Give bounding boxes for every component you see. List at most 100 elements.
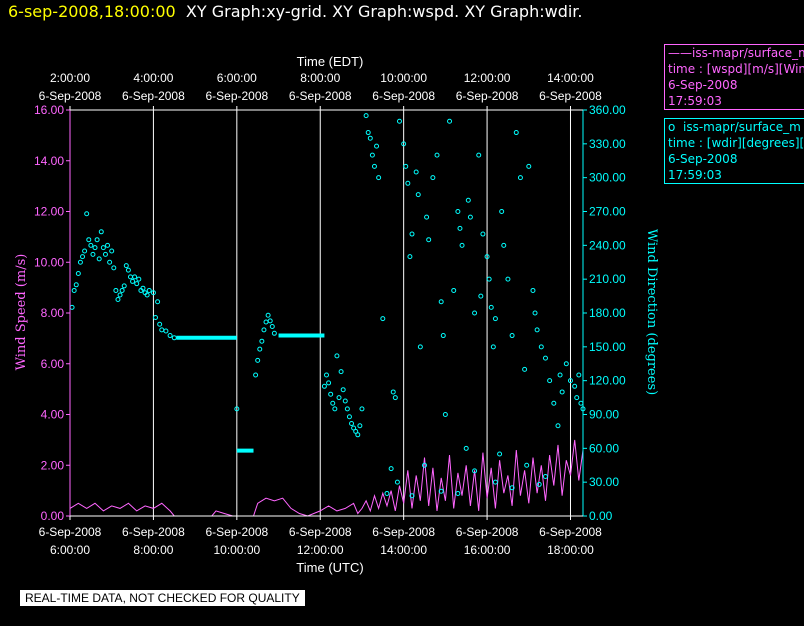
right-tick-label: 30.00: [589, 475, 619, 489]
wdir-point: [132, 274, 138, 280]
wdir-point: [578, 400, 584, 406]
wdir-point: [338, 369, 344, 375]
wdir-point: [476, 152, 482, 158]
header-timestamp: 6-sep-2008,18:00:00: [8, 2, 176, 21]
wdir-point: [422, 462, 428, 468]
wdir-point: [559, 389, 565, 395]
wdir-point: [388, 466, 394, 472]
right-tick-label: 300.00: [589, 171, 626, 185]
left-tick-label: 16.00: [34, 103, 64, 117]
wdir-point: [253, 372, 259, 378]
wdir-point: [488, 304, 494, 310]
wdir-point: [534, 327, 540, 333]
left-tick-label: 0.00: [41, 509, 65, 523]
bottom-tick-date: 6-Sep-2008: [289, 525, 352, 539]
wdir-point: [455, 209, 461, 214]
top-tick-time: 8:00:00: [300, 71, 340, 85]
wdir-point: [265, 312, 271, 318]
wdir-point: [255, 357, 261, 363]
wdir-point: [447, 118, 453, 124]
wdir-point: [413, 169, 419, 175]
wdir-point: [121, 283, 127, 289]
wdir-point: [167, 333, 173, 339]
wdir-point: [424, 214, 430, 220]
wdir-point: [407, 254, 413, 260]
wdir-point: [340, 387, 346, 393]
bottom-tick-time: 16:00:00: [464, 543, 511, 557]
legend-wdir-field: time : [wdir][degrees][W: [668, 136, 804, 150]
wdir-point: [159, 327, 165, 333]
wdir-point: [369, 152, 375, 158]
wdir-point: [334, 353, 340, 359]
legend-wspd-field: time : [wspd][m/s][Wind: [668, 62, 804, 76]
top-tick-date: 6-Sep-2008: [456, 89, 519, 103]
legend-wspd-date: 6-Sep-2008: [668, 78, 738, 92]
wdir-point: [105, 242, 111, 248]
wdir-point: [271, 330, 277, 336]
wdir-point: [486, 276, 492, 282]
legend-wspd-time: 17:59:03: [668, 94, 722, 108]
wdir-point: [459, 242, 465, 248]
wdir-point: [492, 479, 498, 485]
bottom-tick-time: 6:00:00: [50, 543, 90, 557]
marks: [69, 113, 586, 517]
right-tick-label: 90.00: [589, 408, 619, 422]
wdir-point: [234, 406, 240, 412]
wdir-point: [371, 163, 377, 169]
wdir-point: [490, 344, 496, 350]
wdir-point: [396, 118, 402, 124]
wdir-point: [359, 406, 365, 412]
header-graph-list: XY Graph:xy-grid. XY Graph:wspd. XY Grap…: [185, 2, 583, 21]
wdir-point: [107, 259, 113, 265]
wdir-point: [405, 180, 411, 186]
wdir-point: [538, 344, 544, 350]
wdir-point: [84, 211, 90, 217]
top-tick-time: 12:00:00: [464, 71, 511, 85]
wdir-point: [130, 278, 136, 284]
bottom-tick-date: 6-Sep-2008: [205, 525, 268, 539]
wdir-point: [465, 197, 471, 203]
wdir-point: [88, 242, 94, 248]
wdir-point: [376, 175, 382, 181]
wspd-line: [69, 439, 584, 517]
wdir-point: [119, 287, 125, 293]
wdir-point: [547, 378, 553, 384]
wdir-point: [171, 335, 177, 341]
top-tick-time: 2:00:00: [50, 71, 90, 85]
wdir-point: [505, 276, 511, 282]
wdir-point: [492, 316, 498, 322]
wdir-point: [365, 130, 371, 136]
wdir-point: [353, 428, 359, 434]
legend-wspd-symbol: ——: [668, 46, 692, 60]
bottom-tick-date: 6-Sep-2008: [372, 525, 435, 539]
wdir-point: [150, 290, 156, 296]
wdir-point: [86, 237, 92, 243]
wdir-point: [451, 287, 457, 293]
wdir-point: [82, 248, 88, 254]
wdir-point: [330, 400, 336, 406]
wdir-point: [536, 481, 542, 487]
wdir-point: [530, 287, 536, 293]
wdir-point: [442, 412, 448, 417]
bottom-tick-time: 18:00:00: [547, 543, 594, 557]
wdir-point: [115, 296, 121, 302]
wdir-point: [155, 299, 161, 305]
wdir-point: [499, 209, 505, 214]
wdir-point: [417, 344, 423, 350]
wdir-point: [259, 338, 265, 344]
bottom-tick-time: 14:00:00: [380, 543, 427, 557]
wdir-point: [153, 315, 158, 321]
bottom-tick-time: 10:00:00: [213, 543, 260, 557]
wdir-point: [557, 372, 563, 378]
wdir-point: [430, 175, 436, 181]
wdir-point: [100, 245, 106, 251]
bottom-tick-time: 8:00:00: [133, 543, 173, 557]
top-tick-time: 4:00:00: [133, 71, 173, 85]
left-axis-label: Wind Speed (m/s): [14, 254, 29, 371]
wdir-point: [71, 287, 77, 293]
wdir-point: [363, 113, 369, 119]
wdir-point: [438, 299, 444, 305]
top-tick-date: 6-Sep-2008: [539, 89, 602, 103]
wdir-point: [355, 432, 361, 438]
